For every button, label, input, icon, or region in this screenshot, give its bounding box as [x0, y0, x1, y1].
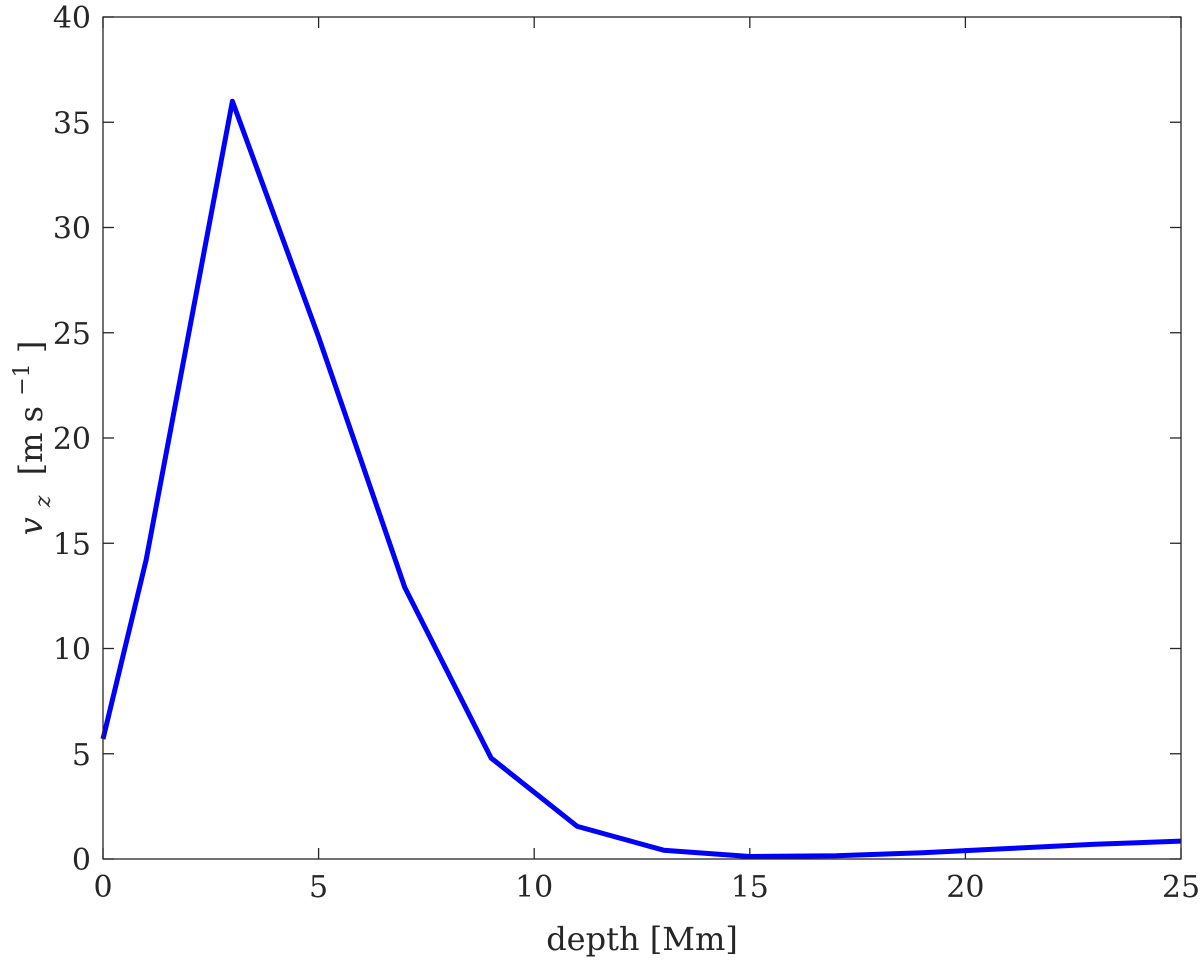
axes-box	[102, 16, 1182, 860]
y-axis-label: v z [m s −1 ]	[0, 341, 58, 536]
y-tick-label: 0	[72, 843, 91, 878]
y-tick-label: 10	[53, 633, 91, 668]
y-tick-label: 20	[53, 422, 91, 457]
x-tick-label: 5	[309, 870, 328, 905]
x-tick-label: 10	[515, 870, 553, 905]
y-tick-label: 35	[53, 106, 91, 141]
tick-labels: 0 5 10 15 20 25 0 5 10 15 20 25 30 35 40	[53, 1, 1200, 905]
x-tick-label: 25	[1162, 870, 1200, 905]
y-tick-label: 5	[72, 738, 91, 773]
y-axis-var: v	[12, 517, 50, 535]
plot-layer	[100, 98, 1182, 859]
ticks-layer	[102, 16, 1182, 860]
x-tick-label: 20	[946, 870, 984, 905]
y-tick-label: 40	[53, 1, 91, 36]
y-axis-unit-exponent: −1	[10, 363, 35, 395]
series-line	[100, 98, 1182, 859]
x-tick-label: 15	[731, 870, 769, 905]
y-tick-label: 15	[53, 527, 91, 562]
x-axis-label: depth [Mm]	[546, 920, 738, 958]
y-axis-unit-close: ]	[12, 341, 50, 353]
x-tick-label: 0	[93, 870, 112, 905]
y-axis-subscript: z	[31, 495, 56, 508]
y-tick-label: 25	[53, 317, 91, 352]
y-tick-label: 30	[53, 212, 91, 247]
y-axis-unit: [m s	[12, 406, 50, 475]
